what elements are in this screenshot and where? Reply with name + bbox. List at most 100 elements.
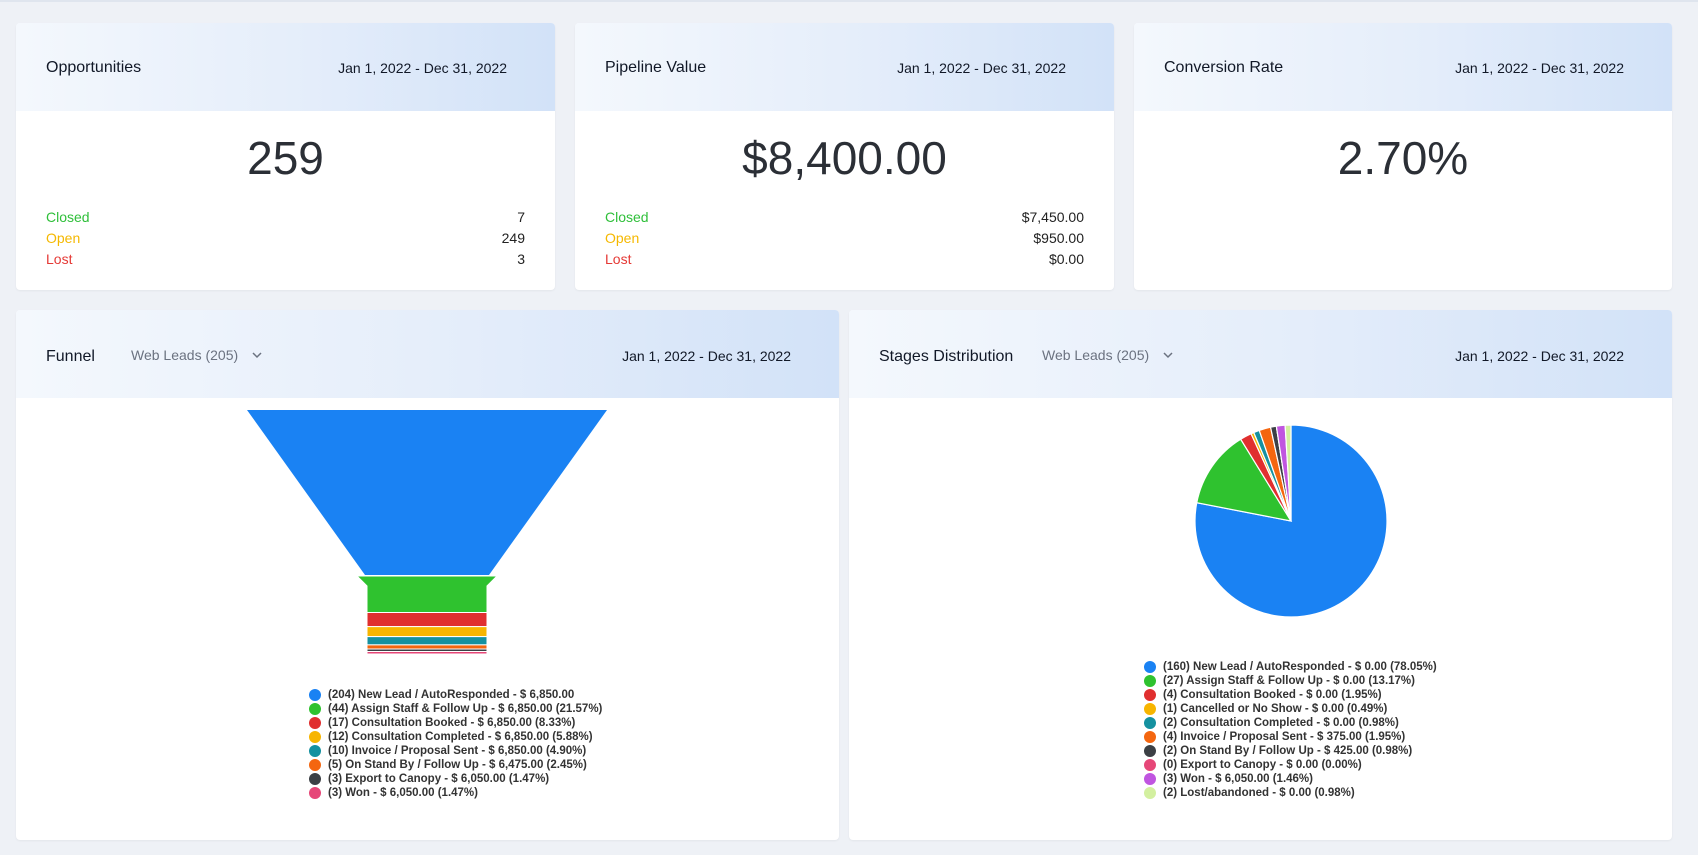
top-divider	[0, 0, 1698, 2]
legend-item[interactable]: (4) Invoice / Proposal Sent - $ 375.00 (…	[1144, 730, 1437, 744]
legend-item[interactable]: (44) Assign Staff & Follow Up - $ 6,850.…	[309, 702, 602, 716]
legend-dot	[1144, 759, 1156, 771]
opportunities-total: 259	[247, 132, 324, 184]
legend-label: (2) On Stand By / Follow Up - $ 425.00 (…	[1163, 745, 1413, 757]
opportunities-card-header: Opportunities Jan 1, 2022 - Dec 31, 2022	[16, 23, 555, 111]
funnel-chart	[247, 410, 607, 655]
pipeline-open-row: Open $950.00	[605, 230, 1084, 250]
funnel-date-range[interactable]: Jan 1, 2022 - Dec 31, 2022	[622, 348, 791, 364]
legend-dot	[1144, 745, 1156, 757]
opportunities-card: Opportunities Jan 1, 2022 - Dec 31, 2022…	[16, 23, 555, 290]
lost-label: Lost	[46, 251, 73, 267]
pie-slice	[1284, 425, 1292, 522]
opportunities-lost-row: Lost 3	[46, 251, 525, 271]
legend-label: (204) New Lead / AutoResponded - $ 6,850…	[328, 689, 575, 701]
stages-pipeline-select[interactable]: Web Leads (205)	[1042, 347, 1175, 363]
legend-dot	[309, 773, 321, 785]
stages-date-range[interactable]: Jan 1, 2022 - Dec 31, 2022	[1455, 348, 1624, 364]
chevron-down-icon	[1163, 352, 1173, 359]
stages-distribution-card: Stages Distribution Web Leads (205) Jan …	[849, 310, 1672, 840]
legend-dot	[1144, 661, 1156, 673]
conversion-rate-date-range[interactable]: Jan 1, 2022 - Dec 31, 2022	[1455, 60, 1624, 76]
funnel-pipeline-select[interactable]: Web Leads (205)	[131, 347, 264, 363]
funnel-segment	[247, 410, 607, 575]
legend-label: (160) New Lead / AutoResponded - $ 0.00 …	[1163, 661, 1437, 673]
legend-item[interactable]: (27) Assign Staff & Follow Up - $ 0.00 (…	[1144, 674, 1437, 688]
legend-item[interactable]: (5) On Stand By / Follow Up - $ 6,475.00…	[309, 758, 602, 772]
funnel-segment	[366, 636, 488, 646]
stages-pipeline-select-value: Web Leads (205)	[1042, 347, 1150, 363]
legend-label: (4) Consultation Booked - $ 0.00 (1.95%)	[1163, 689, 1382, 701]
opportunities-title: Opportunities	[46, 59, 142, 76]
legend-label: (12) Consultation Completed - $ 6,850.00…	[328, 731, 593, 743]
opportunities-closed-row: Closed 7	[46, 209, 525, 229]
legend-dot	[309, 787, 321, 799]
legend-dot	[1144, 717, 1156, 729]
legend-item[interactable]: (17) Consultation Booked - $ 6,850.00 (8…	[309, 716, 602, 730]
lost-value: 3	[517, 251, 525, 267]
funnel-segment	[366, 612, 488, 628]
legend-label: (2) Consultation Completed - $ 0.00 (0.9…	[1163, 717, 1399, 729]
stages-title: Stages Distribution	[879, 348, 1014, 365]
legend-label: (5) On Stand By / Follow Up - $ 6,475.00…	[328, 759, 587, 771]
conversion-rate-value: 2.70%	[1337, 132, 1469, 184]
legend-dot	[309, 759, 321, 771]
conversion-rate-card-header: Conversion Rate Jan 1, 2022 - Dec 31, 20…	[1134, 23, 1672, 111]
funnel-legend: (204) New Lead / AutoResponded - $ 6,850…	[309, 688, 602, 800]
opportunities-date-range[interactable]: Jan 1, 2022 - Dec 31, 2022	[338, 60, 507, 76]
pipeline-value-card: Pipeline Value Jan 1, 2022 - Dec 31, 202…	[575, 23, 1114, 290]
conversion-rate-title: Conversion Rate	[1164, 59, 1284, 76]
legend-item[interactable]: (3) Won - $ 6,050.00 (1.47%)	[309, 786, 602, 800]
conversion-rate-card: Conversion Rate Jan 1, 2022 - Dec 31, 20…	[1134, 23, 1672, 290]
legend-dot	[1144, 703, 1156, 715]
legend-item[interactable]: (204) New Lead / AutoResponded - $ 6,850…	[309, 688, 602, 702]
legend-label: (4) Invoice / Proposal Sent - $ 375.00 (…	[1163, 731, 1406, 743]
legend-item[interactable]: (2) On Stand By / Follow Up - $ 425.00 (…	[1144, 744, 1437, 758]
closed-label: Closed	[605, 209, 649, 225]
open-label: Open	[46, 230, 81, 246]
legend-item[interactable]: (2) Lost/abandoned - $ 0.00 (0.98%)	[1144, 786, 1437, 800]
legend-item[interactable]: (0) Export to Canopy - $ 0.00 (0.00%)	[1144, 758, 1437, 772]
funnel-segment	[366, 626, 488, 638]
legend-item[interactable]: (12) Consultation Completed - $ 6,850.00…	[309, 730, 602, 744]
open-value: $950.00	[1033, 230, 1084, 246]
legend-dot	[309, 717, 321, 729]
legend-item[interactable]: (1) Cancelled or No Show - $ 0.00 (0.49%…	[1144, 702, 1437, 716]
legend-label: (44) Assign Staff & Follow Up - $ 6,850.…	[328, 703, 603, 715]
legend-item[interactable]: (160) New Lead / AutoResponded - $ 0.00 …	[1144, 660, 1437, 674]
legend-dot	[1144, 675, 1156, 687]
legend-label: (27) Assign Staff & Follow Up - $ 0.00 (…	[1163, 675, 1415, 687]
lost-label: Lost	[605, 251, 632, 267]
legend-dot	[309, 745, 321, 757]
legend-dot	[1144, 787, 1156, 799]
funnel-segment	[355, 575, 499, 614]
pipeline-value-card-header: Pipeline Value Jan 1, 2022 - Dec 31, 202…	[575, 23, 1114, 111]
legend-item[interactable]: (2) Consultation Completed - $ 0.00 (0.9…	[1144, 716, 1437, 730]
funnel-card: Funnel Web Leads (205) Jan 1, 2022 - Dec…	[16, 310, 839, 840]
legend-dot	[309, 731, 321, 743]
funnel-segment	[366, 644, 488, 650]
legend-item[interactable]: (10) Invoice / Proposal Sent - $ 6,850.0…	[309, 744, 602, 758]
stages-legend: (160) New Lead / AutoResponded - $ 0.00 …	[1144, 660, 1437, 800]
legend-item[interactable]: (4) Consultation Booked - $ 0.00 (1.95%)	[1144, 688, 1437, 702]
legend-label: (2) Lost/abandoned - $ 0.00 (0.98%)	[1163, 787, 1355, 799]
funnel-title: Funnel	[46, 348, 95, 365]
stages-pie-chart	[1194, 425, 1388, 618]
open-value: 249	[501, 230, 525, 246]
pipeline-value-title: Pipeline Value	[605, 59, 707, 76]
legend-label: (3) Export to Canopy - $ 6,050.00 (1.47%…	[328, 773, 550, 785]
chevron-down-icon	[252, 352, 262, 359]
pipeline-value-date-range[interactable]: Jan 1, 2022 - Dec 31, 2022	[897, 60, 1066, 76]
legend-dot	[309, 689, 321, 701]
legend-item[interactable]: (3) Won - $ 6,050.00 (1.46%)	[1144, 772, 1437, 786]
legend-label: (0) Export to Canopy - $ 0.00 (0.00%)	[1163, 759, 1362, 771]
legend-dot	[309, 703, 321, 715]
funnel-pipeline-select-value: Web Leads (205)	[131, 347, 239, 363]
legend-item[interactable]: (3) Export to Canopy - $ 6,050.00 (1.47%…	[309, 772, 602, 786]
closed-value: $7,450.00	[1021, 209, 1084, 225]
legend-dot	[1144, 689, 1156, 701]
legend-dot	[1144, 731, 1156, 743]
closed-label: Closed	[46, 209, 90, 225]
pipeline-lost-row: Lost $0.00	[605, 251, 1084, 271]
funnel-segment	[366, 651, 488, 655]
